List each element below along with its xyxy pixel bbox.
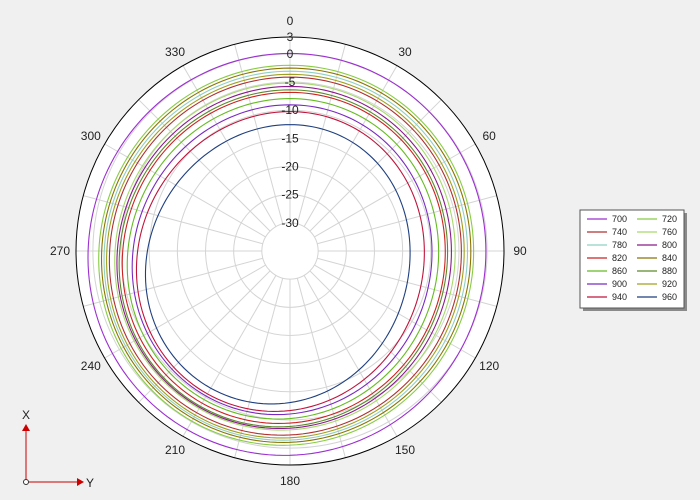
axis-indicator: XY [22, 408, 94, 490]
legend-label: 760 [662, 227, 677, 237]
series-line [87, 52, 487, 456]
angular-tick-label: 330 [165, 45, 185, 59]
radial-tick-label: 0 [287, 47, 294, 61]
angular-tick-label: 300 [81, 129, 101, 143]
angular-tick-label: 0 [287, 14, 294, 28]
angular-gridline [182, 275, 277, 437]
angular-tick-label: 270 [50, 244, 70, 258]
legend-label: 820 [612, 253, 627, 263]
radial-tick-label: -5 [285, 75, 296, 89]
series-line [108, 76, 462, 436]
angular-gridline [104, 143, 266, 238]
series-line [144, 124, 411, 405]
series-line [116, 85, 452, 430]
series-line [126, 98, 440, 420]
legend-label: 720 [662, 214, 677, 224]
angular-tick-label: 90 [513, 244, 527, 258]
series-line [131, 104, 433, 416]
radial-tick-label: -30 [281, 216, 299, 230]
plot-border [75, 36, 505, 466]
angular-gridline [309, 99, 442, 232]
angular-tick-label: 60 [483, 129, 497, 143]
angular-gridline [314, 264, 476, 359]
radial-tick-label: -10 [281, 103, 299, 117]
legend: 700 720 740 760 780 800 820 840 860 880 900 920 940 9… [579, 209, 687, 311]
axis-indicator-y-label: Y [86, 476, 94, 490]
legend-label: 920 [662, 279, 677, 289]
angular-gridline [303, 275, 398, 437]
angular-gridline [314, 143, 476, 238]
angular-gridline [296, 278, 346, 458]
series-line [121, 91, 446, 425]
legend-label: 780 [612, 240, 627, 250]
series-line [103, 70, 469, 441]
series-line [106, 73, 465, 439]
radial-tick-label: -20 [281, 160, 299, 174]
series-line [98, 64, 475, 446]
angular-tick-label: 180 [280, 474, 300, 488]
legend-label: 940 [612, 292, 627, 302]
legend-label: 800 [662, 240, 677, 250]
series-line [100, 67, 472, 444]
legend-label: 740 [612, 227, 627, 237]
radial-tick-label: -15 [281, 131, 299, 145]
legend-label: 700 [612, 214, 627, 224]
axis-indicator-y-arrow [77, 478, 84, 486]
angular-gridline [104, 264, 266, 359]
angular-tick-label: 120 [479, 359, 499, 373]
angular-gridline [309, 270, 442, 403]
angular-tick-label: 150 [395, 443, 415, 457]
angular-tick-label: 30 [398, 45, 412, 59]
legend-box [579, 209, 685, 309]
radial-tick-labels: 3 0 -5 -10 -15 -20 -25 -30 [281, 30, 299, 230]
angular-tick-label: 210 [165, 443, 185, 457]
axis-indicator-origin [23, 479, 29, 485]
series-group [87, 52, 487, 456]
legend-label: 860 [612, 266, 627, 276]
angular-tick-label: 240 [81, 359, 101, 373]
angular-gridline [138, 99, 271, 232]
angular-gridline [234, 278, 284, 458]
legend-label: 880 [662, 266, 677, 276]
angular-gridline [317, 195, 497, 245]
radial-tick-label: 3 [287, 30, 294, 44]
legend-label: 960 [662, 292, 677, 302]
radial-tick-label: -25 [281, 188, 299, 202]
angular-gridline [138, 270, 271, 403]
series-line [135, 111, 425, 412]
series-line [114, 82, 456, 431]
axis-indicator-x-label: X [22, 408, 30, 422]
legend-label: 900 [612, 279, 627, 289]
series-line [118, 89, 449, 428]
axis-indicator-x-arrow [22, 424, 30, 431]
legend-label: 840 [662, 253, 677, 263]
